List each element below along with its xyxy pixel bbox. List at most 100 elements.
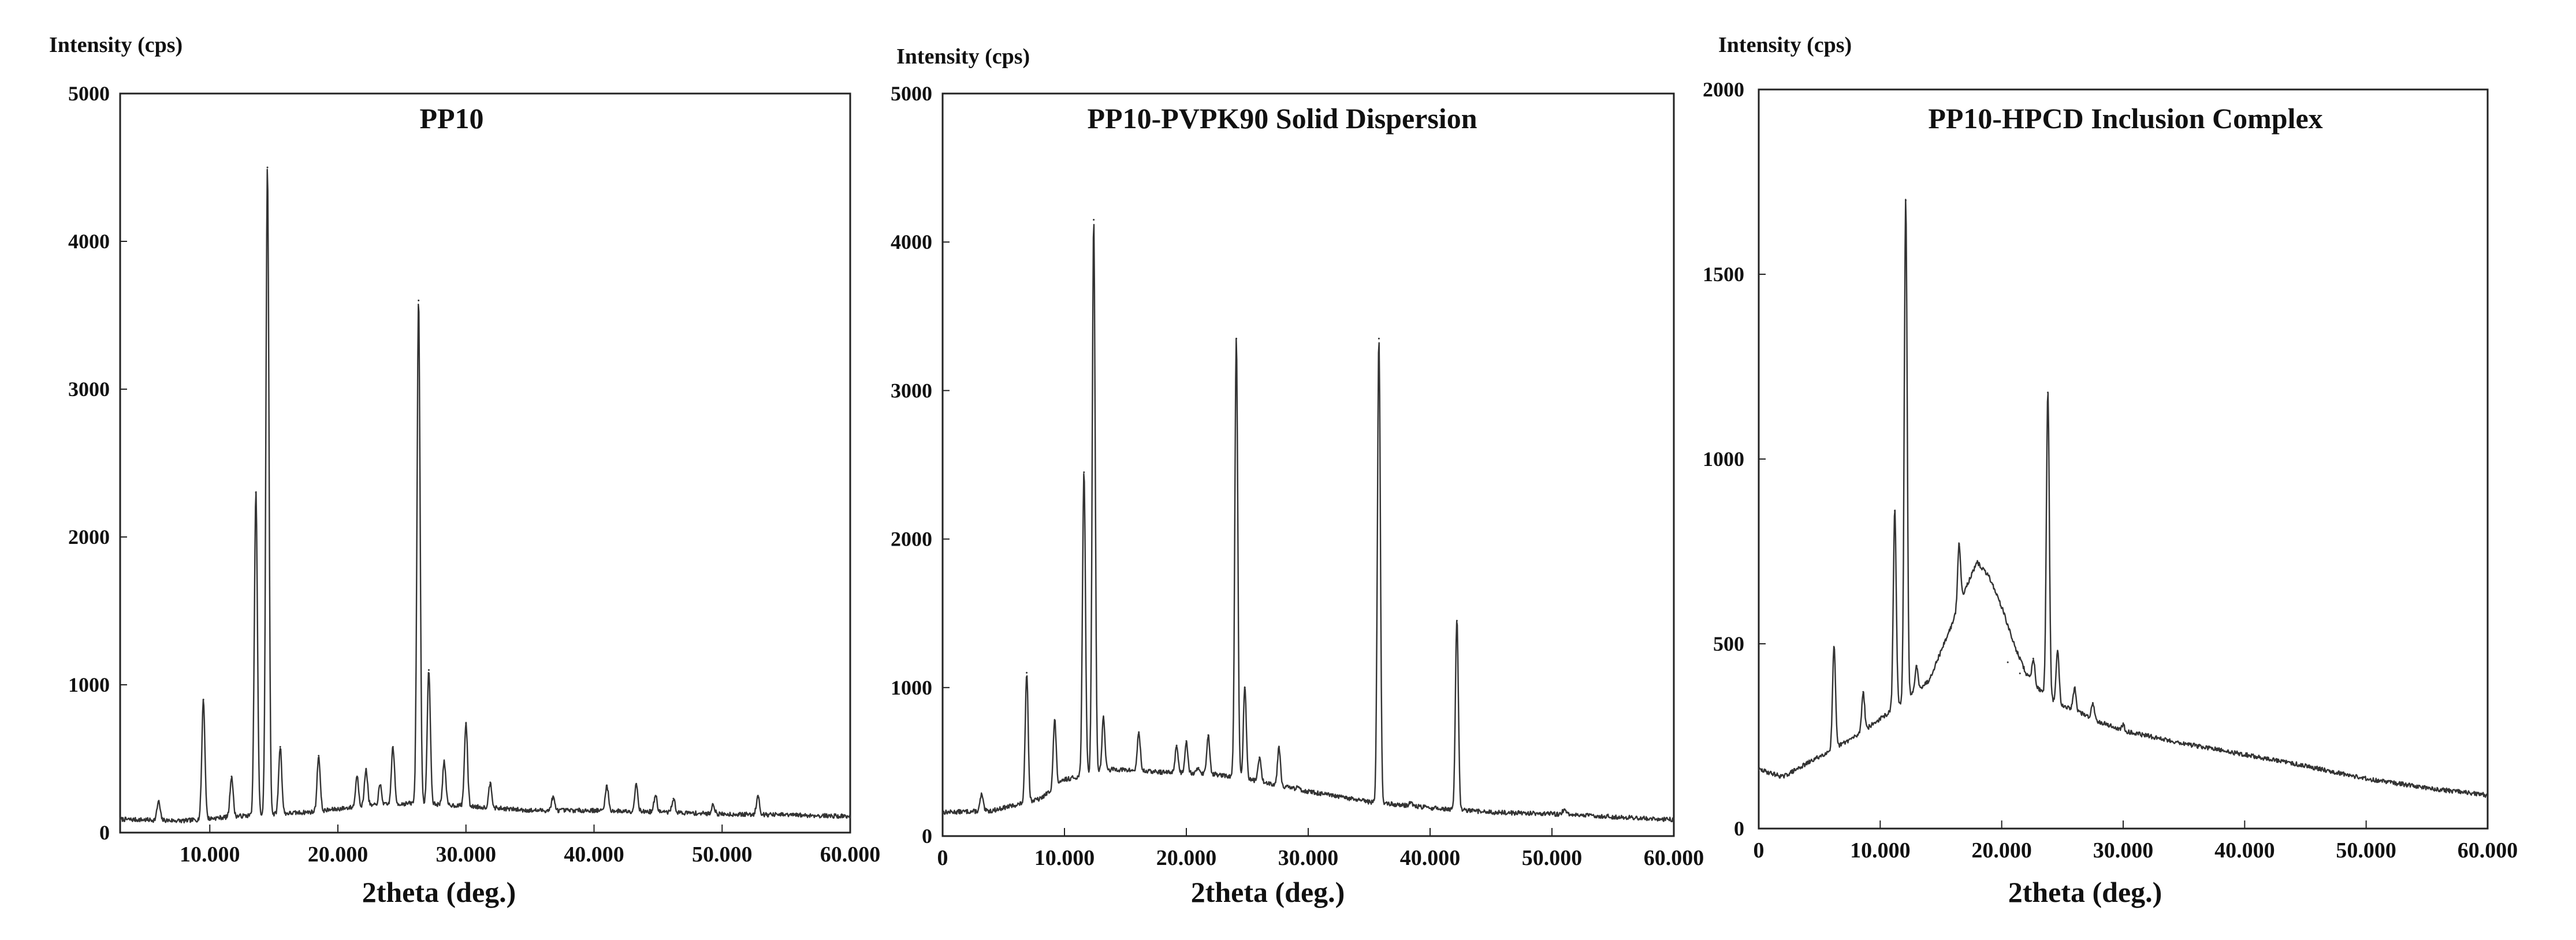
peak-pp10-20 <box>672 797 675 800</box>
peak-pvpk90-0 <box>981 793 983 796</box>
peak-pp10-3 <box>255 491 257 494</box>
x-ticks-pp10: 10.000 20.000 30.000 40.000 50.000 60.000 <box>180 825 880 867</box>
peak-pp10-4 <box>266 166 269 169</box>
peak-pp10-6 <box>318 755 320 757</box>
ylabel-pvpk90: Intensity (cps) <box>896 44 1030 69</box>
x-tick-label-pvpk90-5: 50.000 <box>1522 846 1583 870</box>
y-tick-label-pvpk90-2: 2000 <box>891 528 932 551</box>
x-tick-label-pp10-4: 50.000 <box>692 842 753 867</box>
x-tick-label-hpcd-3: 30.000 <box>2093 838 2154 863</box>
xlabel-hpcd: 2theta (deg.) <box>2008 876 2162 908</box>
series-pp10 <box>119 166 851 824</box>
peak-hpcd-1 <box>1862 691 1864 693</box>
y-tick-label-pp10-2: 2000 <box>68 525 110 549</box>
y-ticks-pvpk90: 0 1000 2000 3000 4000 5000 <box>891 82 950 848</box>
y-tick-label-hpcd-3: 1500 <box>1703 263 1744 286</box>
xlabel-pvpk90: 2theta (deg.) <box>1191 876 1345 908</box>
peak-hpcd-9 <box>2047 391 2049 394</box>
peak-pvpk90-18 <box>1455 620 1458 622</box>
peak-pvpk90-12 <box>1244 687 1246 689</box>
peak-hpcd-14 <box>2255 757 2258 759</box>
plot-frame-pvpk90 <box>941 92 1675 837</box>
ylabel-pp10: Intensity (cps) <box>49 33 183 57</box>
peak-pvpk90-4 <box>1093 219 1095 221</box>
peak-hpcd-2 <box>1894 510 1896 512</box>
peak-pp10-19 <box>654 794 657 797</box>
y-tick-label-pvpk90-3: 3000 <box>891 379 932 402</box>
title-hpcd: PP10-HPCD Inclusion Complex <box>1928 102 2322 135</box>
peak-hpcd-6 <box>2007 661 2009 663</box>
x-tick-label-hpcd-1: 10.000 <box>1850 838 1911 863</box>
x-tick-label-pvpk90-4: 40.000 <box>1400 846 1461 870</box>
plot-frame-pp10 <box>119 92 851 834</box>
x-ticks-pvpk90: 0 10.000 20.000 30.000 40.000 50.000 60.000 <box>937 828 1704 870</box>
peak-pvpk90-14 <box>1278 746 1280 748</box>
peak-pp10-21 <box>712 803 714 805</box>
peak-pvpk90-15 <box>1297 786 1300 788</box>
peak-pvpk90-6 <box>1138 731 1140 733</box>
x-tick-label-pp10-3: 40.000 <box>564 842 624 867</box>
title-pp10: PP10 <box>419 102 483 135</box>
peak-pp10-7 <box>356 775 358 778</box>
peak-pp10-17 <box>606 784 608 786</box>
peak-pp10-1 <box>202 699 204 701</box>
peak-pp10-9 <box>379 784 381 786</box>
x-tick-label-pvpk90-1: 10.000 <box>1034 846 1095 870</box>
peak-pp10-2 <box>230 775 233 778</box>
peak-hpcd-11 <box>2074 687 2076 689</box>
peak-hpcd-7 <box>2019 672 2021 674</box>
x-tick-label-hpcd-0: 0 <box>1754 838 1765 863</box>
peak-pvpk90-5 <box>1103 716 1105 718</box>
x-tick-label-pvpk90-6: 60.000 <box>1644 846 1704 870</box>
xrd-trace-hpcd <box>1758 199 2488 798</box>
peak-pvpk90-11 <box>1235 337 1238 340</box>
peak-pvpk90-17 <box>1409 801 1412 803</box>
peak-hpcd-3 <box>1905 199 1907 202</box>
peak-hpcd-12 <box>2091 702 2094 704</box>
peak-hpcd-13 <box>2122 724 2124 726</box>
x-ticks-hpcd: 0 10.000 20.000 30.000 40.000 50.000 60.000 <box>1754 820 2518 863</box>
x-tick-label-pvpk90-0: 0 <box>937 846 948 870</box>
peak-pp10-5 <box>279 746 281 748</box>
peak-pp10-11 <box>418 299 420 301</box>
x-tick-label-hpcd-2: 20.000 <box>1971 838 2032 863</box>
peak-pvpk90-19 <box>1563 808 1565 811</box>
y-tick-label-pp10-4: 4000 <box>68 230 110 253</box>
y-tick-label-pp10-1: 1000 <box>68 673 110 696</box>
peak-pp10-22 <box>757 794 759 797</box>
y-tick-label-pvpk90-5: 5000 <box>891 82 932 105</box>
peak-hpcd-4 <box>1915 665 1918 667</box>
panel-pvpk90: Intensity (cps) PP10-PVPK90 Solid Disper… <box>891 44 1704 908</box>
x-tick-label-pvpk90-3: 30.000 <box>1278 846 1339 870</box>
xlabel-pp10: 2theta (deg.) <box>362 876 516 908</box>
y-tick-label-pvpk90-1: 1000 <box>891 676 932 699</box>
title-pvpk90: PP10-PVPK90 Solid Dispersion <box>1087 102 1477 135</box>
x-tick-label-pp10-0: 10.000 <box>180 842 240 867</box>
peak-hpcd-8 <box>2032 658 2034 660</box>
y-tick-label-pp10-3: 3000 <box>68 378 110 401</box>
y-tick-label-pvpk90-0: 0 <box>922 825 932 848</box>
y-tick-label-hpcd-4: 2000 <box>1703 78 1744 101</box>
peak-pp10-0 <box>158 800 160 803</box>
series-pvpk90 <box>941 219 1675 823</box>
peak-pp10-10 <box>392 746 394 748</box>
peak-pvpk90-7 <box>1175 744 1178 747</box>
panel-hpcd: Intensity (cps) PP10-HPCD Inclusion Comp… <box>1703 33 2518 908</box>
peak-hpcd-10 <box>2056 650 2058 652</box>
y-ticks-hpcd: 0 500 1000 1500 2000 <box>1703 78 1766 840</box>
xrd-trace-pvpk90 <box>941 223 1675 823</box>
peak-hpcd-5 <box>1958 543 1960 545</box>
y-ticks-pp10: 0 1000 2000 3000 4000 5000 <box>68 82 127 844</box>
y-tick-label-hpcd-0: 0 <box>1734 817 1744 840</box>
x-tick-label-hpcd-4: 40.000 <box>2214 838 2275 863</box>
peak-pvpk90-2 <box>1054 719 1056 721</box>
peak-pp10-12 <box>427 669 430 671</box>
y-tick-label-pp10-0: 0 <box>99 821 110 844</box>
peak-pvpk90-9 <box>1197 767 1200 769</box>
y-tick-label-pvpk90-4: 4000 <box>891 230 932 253</box>
peak-pp10-14 <box>465 722 467 725</box>
peak-pvpk90-1 <box>1026 672 1028 674</box>
x-tick-label-hpcd-5: 50.000 <box>2336 838 2396 863</box>
panel-pp10: Intensity (cps) PP10 2theta (deg.) 10.00… <box>49 33 880 908</box>
